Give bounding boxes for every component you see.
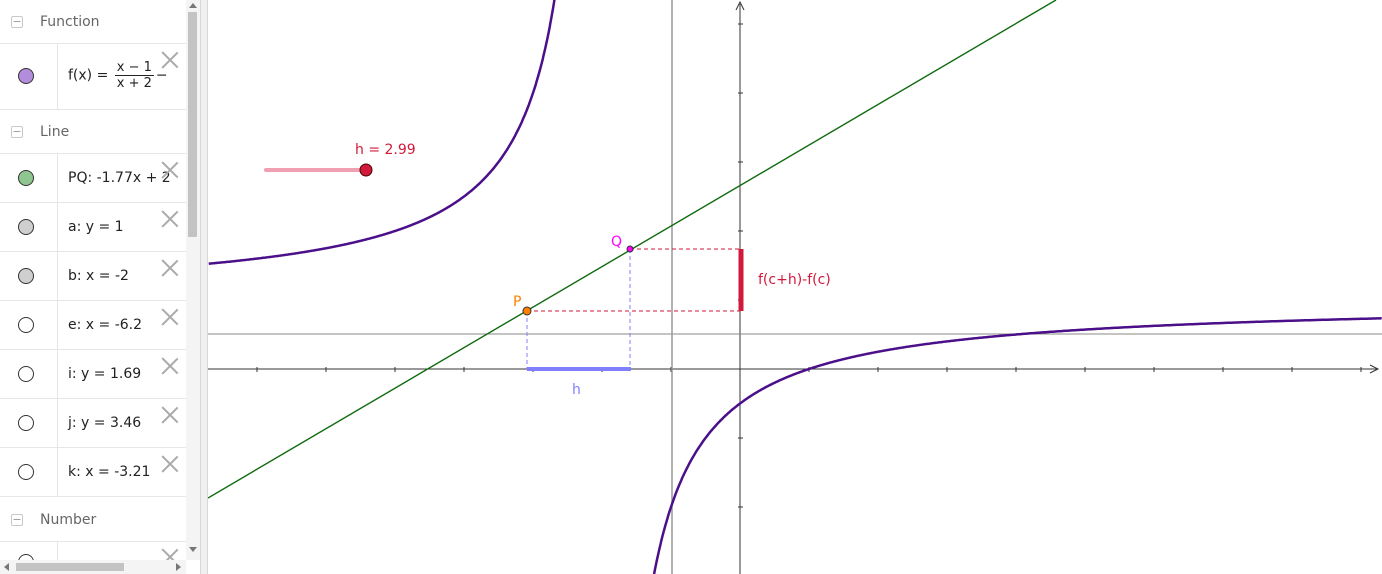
difference-label: f(c+h)-f(c) — [758, 272, 831, 288]
denominator: x + 2 — [116, 76, 152, 91]
scrollbar-thumb[interactable] — [16, 563, 124, 571]
algebra-row-line[interactable]: a: y = 1 — [0, 203, 186, 252]
function-graph-right[interactable] — [652, 317, 1382, 574]
visibility-toggle[interactable] — [18, 464, 34, 480]
category-line[interactable]: − Line — [0, 110, 186, 154]
algebra-row-line[interactable]: PQ: -1.77x + 2 — [0, 154, 186, 203]
visibility-toggle[interactable] — [18, 219, 34, 235]
collapse-icon[interactable]: − — [11, 15, 23, 28]
delete-icon[interactable] — [161, 210, 179, 228]
collapse-icon[interactable]: − — [11, 513, 23, 526]
axes — [208, 0, 1380, 574]
function-graph-left[interactable] — [208, 0, 556, 265]
scroll-right-icon[interactable] — [176, 563, 181, 571]
category-label: Line — [40, 124, 70, 140]
view-splitter[interactable] — [200, 0, 208, 574]
line-definition[interactable]: j: y = 3.46 — [68, 415, 142, 431]
line-definition[interactable]: e: x = -6.2 — [68, 317, 143, 333]
point-Q-label: Q — [611, 234, 622, 250]
scroll-down-icon[interactable] — [189, 547, 197, 552]
point-P[interactable] — [522, 306, 532, 316]
point-Q[interactable] — [626, 245, 634, 253]
equals-sign: = — [96, 67, 109, 84]
delete-icon[interactable] — [161, 259, 179, 277]
category-label: Number — [40, 512, 97, 528]
h-segment-label: h — [572, 382, 581, 398]
algebra-row-line[interactable]: j: y = 3.46 — [0, 399, 186, 448]
scroll-up-icon[interactable] — [189, 3, 197, 8]
category-number[interactable]: − Number — [0, 498, 186, 542]
function-name: f(x) — [68, 67, 93, 84]
delete-icon[interactable] — [161, 357, 179, 375]
algebra-row-number[interactable] — [0, 542, 186, 560]
delete-icon[interactable] — [161, 406, 179, 424]
delete-icon[interactable] — [161, 161, 179, 179]
visibility-toggle[interactable] — [18, 268, 34, 284]
line-definition[interactable]: b: x = -2 — [68, 268, 129, 284]
function-trailing: − — [155, 67, 168, 84]
algebra-row-line[interactable]: k: x = -3.21 — [0, 448, 186, 497]
graphics-view[interactable]: h f(c+h)-f(c) P Q h = 2.99 — [208, 0, 1382, 574]
fraction: x − 1 x + 2 — [114, 60, 154, 91]
line-definition[interactable]: a: y = 1 — [68, 219, 124, 235]
algebra-row-line[interactable]: b: x = -2 — [0, 252, 186, 301]
algebra-view: − Function f(x) = x − 1 x + 2 − − Line P… — [0, 0, 200, 574]
delete-icon[interactable] — [161, 548, 179, 560]
x-axis-arrow — [1369, 364, 1380, 374]
scroll-left-icon[interactable] — [4, 563, 9, 571]
visibility-toggle-f[interactable] — [18, 68, 34, 84]
delete-icon[interactable] — [161, 308, 179, 326]
scrollbar-thumb[interactable] — [188, 12, 197, 237]
category-function[interactable]: − Function — [0, 0, 186, 44]
visibility-toggle[interactable] — [18, 366, 34, 382]
line-definition[interactable]: k: x = -3.21 — [68, 464, 151, 480]
visibility-toggle[interactable] — [18, 415, 34, 431]
y-axis-arrow — [735, 0, 745, 11]
slider-h-handle[interactable] — [359, 163, 373, 177]
algebra-row-line[interactable]: e: x = -6.2 — [0, 301, 186, 350]
numerator: x − 1 — [114, 60, 154, 76]
visibility-toggle[interactable] — [18, 317, 34, 333]
line-definition[interactable]: PQ: -1.77x + 2 — [68, 170, 171, 186]
point-P-label: P — [513, 294, 521, 310]
function-definition[interactable]: f(x) = x − 1 x + 2 − — [68, 60, 168, 91]
algebra-row-line[interactable]: i: y = 1.69 — [0, 350, 186, 399]
slider-h-label: h = 2.99 — [355, 142, 416, 158]
algebra-row-f[interactable]: f(x) = x − 1 x + 2 − — [0, 44, 186, 110]
algebra-list: − Function f(x) = x − 1 x + 2 − − Line P… — [0, 0, 186, 560]
category-label: Function — [40, 14, 100, 30]
visibility-toggle[interactable] — [18, 170, 34, 186]
vertical-scrollbar[interactable] — [186, 0, 200, 560]
delete-icon[interactable] — [161, 51, 179, 69]
collapse-icon[interactable]: − — [11, 125, 23, 138]
line-definition[interactable]: i: y = 1.69 — [68, 366, 142, 382]
delete-icon[interactable] — [161, 455, 179, 473]
horizontal-scrollbar[interactable] — [0, 560, 186, 574]
